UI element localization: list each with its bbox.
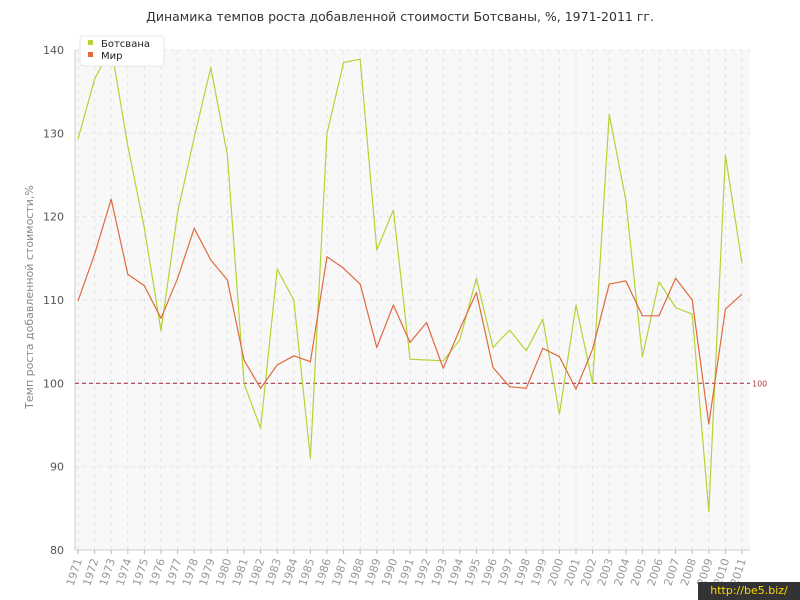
watermark[interactable]: http://be5.biz/ <box>698 582 800 600</box>
y-tick-label: 110 <box>43 294 64 307</box>
y-tick-label: 140 <box>43 44 64 57</box>
y-tick-label: 90 <box>50 461 64 474</box>
series-lines <box>77 46 743 513</box>
reference-line-group: 100 <box>75 379 767 388</box>
legend-box <box>79 35 165 67</box>
y-tick-label: 80 <box>50 544 64 557</box>
axes <box>74 50 750 554</box>
series-line-botswana <box>77 46 743 513</box>
y-tick-label: 120 <box>43 211 64 224</box>
legend-label-world: Мир <box>101 51 122 62</box>
y-tick-labels: 80 90 100 110 120 130 140 <box>43 44 64 557</box>
chart-title: Динамика темпов роста добавленной стоимо… <box>146 9 654 24</box>
y-tick-label: 130 <box>43 127 64 140</box>
legend: Ботсвана Мир <box>79 35 165 67</box>
x-tick-labels: 1971197219731974197519761977197819791980… <box>64 557 749 588</box>
y-axis-label: Темп роста добавленной стоимости,% <box>23 185 36 410</box>
series-line-world <box>77 198 743 425</box>
legend-label-botswana: Ботсвана <box>101 39 150 50</box>
legend-swatch-botswana <box>88 40 93 45</box>
legend-swatch-world <box>88 52 93 57</box>
y-tick-label: 100 <box>43 377 64 390</box>
reference-line-label: 100 <box>752 379 767 388</box>
